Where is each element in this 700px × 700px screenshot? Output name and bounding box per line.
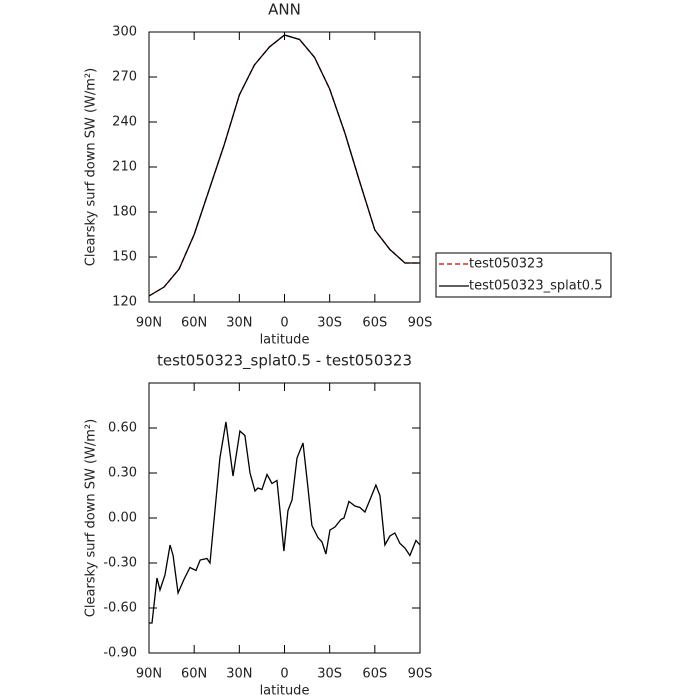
- y-tick-label: -0.90: [103, 646, 137, 661]
- y-tick-label: 0.30: [108, 466, 137, 481]
- x-tick-label: 60N: [181, 316, 207, 331]
- y-tick-label: -0.30: [103, 556, 137, 571]
- y-tick-label: 270: [112, 70, 137, 85]
- x-tick-label: 90N: [136, 667, 162, 682]
- chart-title: test050323_splat0.5 - test050323: [157, 352, 412, 371]
- series-line: [148, 34, 420, 297]
- x-tick-label: 60N: [181, 667, 207, 682]
- x-tick-label: 0: [280, 316, 288, 331]
- x-tick-label: 90S: [408, 667, 433, 682]
- y-tick-label: 120: [112, 295, 137, 310]
- x-tick-label: 60S: [362, 667, 387, 682]
- x-axis-label: latitude: [260, 333, 310, 348]
- y-tick-label: 300: [112, 25, 137, 40]
- x-tick-label: 60S: [362, 316, 387, 331]
- x-tick-label: 90N: [136, 316, 162, 331]
- x-tick-label: 30N: [226, 667, 252, 682]
- series-line: [149, 421, 421, 624]
- x-tick-label: 0: [280, 667, 288, 682]
- series-line: [148, 34, 420, 297]
- y-axis-label: Clearsky surf down SW (W/m²): [84, 419, 99, 617]
- x-tick-label: 30N: [226, 316, 252, 331]
- x-tick-label: 30S: [317, 667, 342, 682]
- plot-frame: [148, 31, 421, 303]
- x-axis-label: latitude: [260, 684, 310, 699]
- y-tick-label: 210: [112, 160, 137, 175]
- x-tick-label: 90S: [408, 316, 433, 331]
- y-tick-label: 150: [112, 250, 137, 265]
- y-tick-label: 0.60: [108, 421, 137, 436]
- x-tick-label: 30S: [317, 316, 342, 331]
- y-tick-label: -0.60: [103, 601, 137, 616]
- y-tick-label: 0.00: [108, 511, 137, 526]
- legend-label: test050323: [469, 257, 544, 272]
- y-axis-label: Clearsky surf down SW (W/m²): [84, 68, 99, 266]
- legend-label: test050323_splat0.5: [469, 279, 602, 294]
- y-tick-label: 180: [112, 205, 137, 220]
- y-tick-label: 240: [112, 115, 137, 130]
- legend-box: [435, 252, 612, 298]
- chart-title: ANN: [268, 1, 301, 19]
- plot-frame: [148, 382, 421, 654]
